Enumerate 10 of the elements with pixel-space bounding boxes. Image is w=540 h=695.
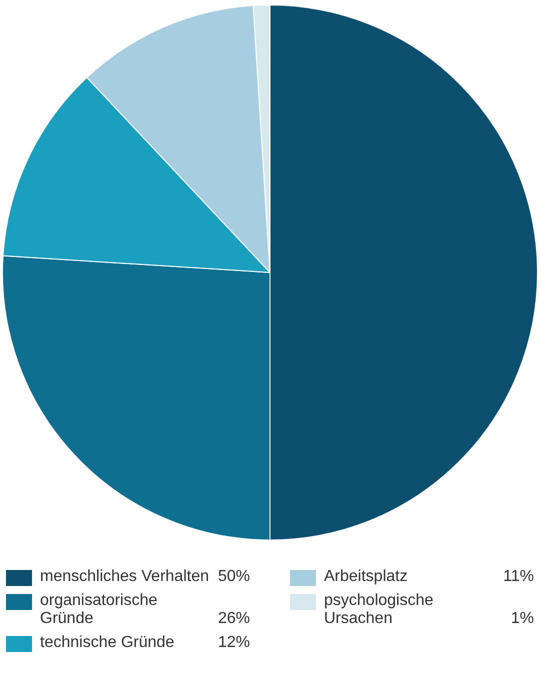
data-label: 50%: [218, 568, 250, 586]
legend-label: technische Gründe: [40, 634, 176, 652]
legend-label: Arbeitsplatz: [324, 568, 409, 586]
data-label: 1%: [510, 610, 534, 628]
data-label: 12%: [218, 634, 250, 652]
legend-label: organisatorische Gründe: [40, 592, 158, 628]
data-label: 11%: [503, 568, 534, 586]
legend-label: menschliches Verhalten: [40, 568, 210, 586]
data-label: 26%: [218, 610, 250, 628]
legend-label: psychologische Ursachen: [324, 592, 434, 628]
